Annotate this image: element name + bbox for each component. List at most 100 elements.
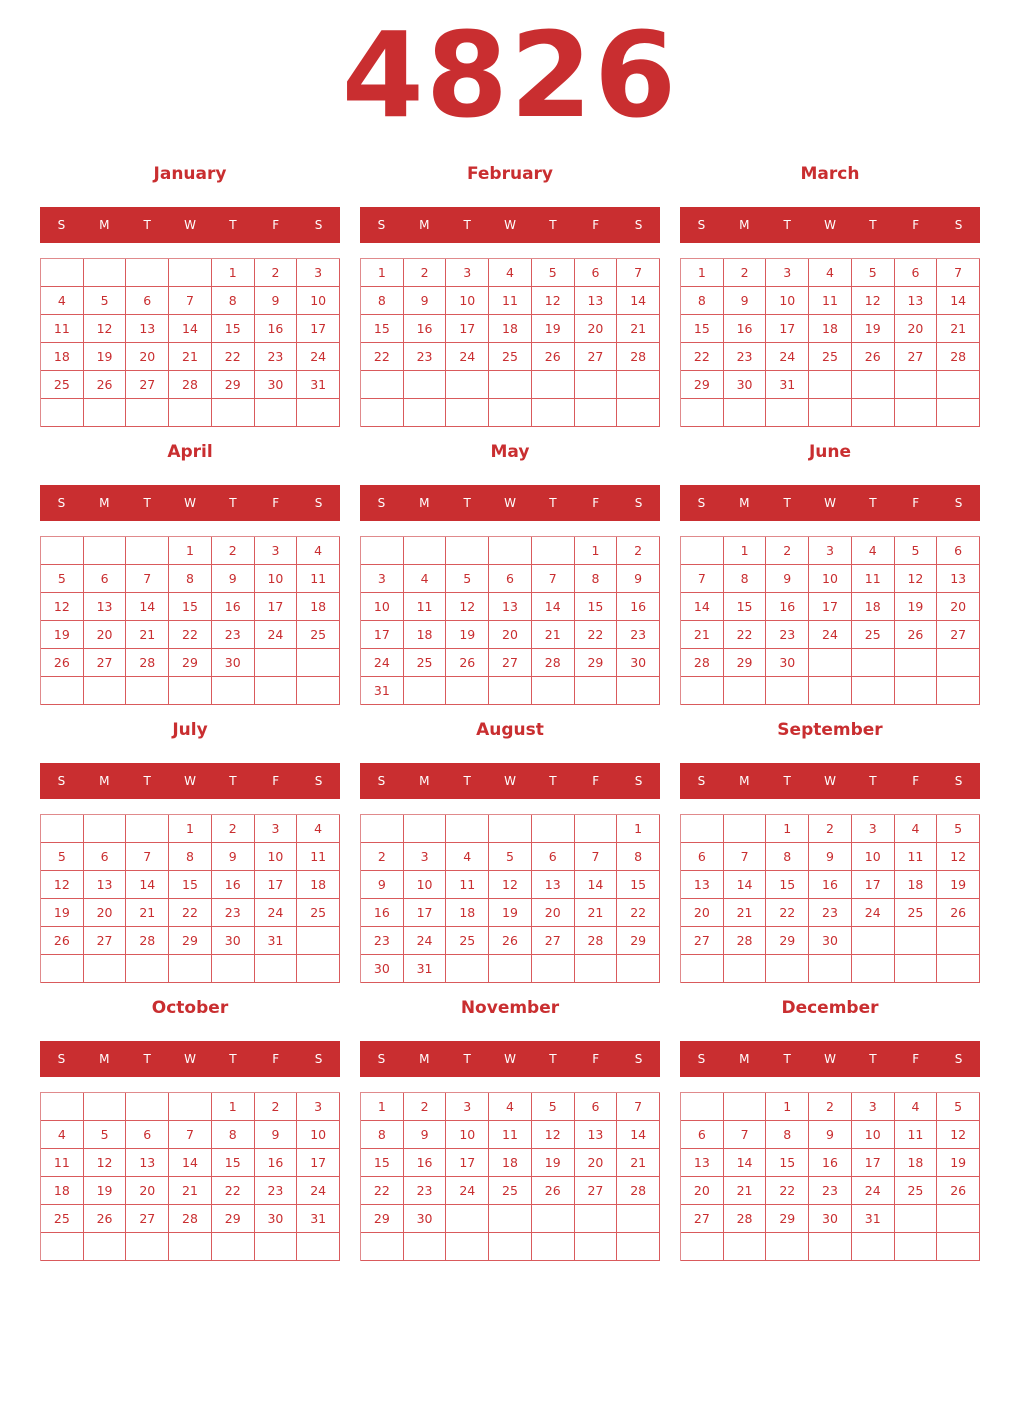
day-cell: 22 [211,343,255,371]
month-name: June [808,442,852,462]
month-june: June S M T W T F S 1 2 3 4 5 6 7 8 9 10 11 12 13 14 15 16 17 18 19… [680,437,980,705]
day-cell: 22 [211,1177,255,1205]
day-cell: 3 [297,1093,340,1121]
day-grid: 1 2 3 4 5 6 7 8 9 10 11 12 13 14 15 16 17 18 19 20 21 22 23 24 2… [680,814,980,983]
day-cell: 13 [83,871,127,899]
empty-cell [894,399,938,427]
day-cell: 7 [574,843,618,871]
empty-cell [809,677,852,705]
empty-cell [211,955,255,983]
empty-cell [489,677,532,705]
day-cell: 10 [809,565,852,593]
empty-cell [126,677,170,705]
day-cell: 2 [766,537,810,565]
day-cell: 6 [126,1121,170,1149]
day-cell: 24 [766,343,810,371]
day-cell: 11 [489,1121,532,1149]
day-cell: 6 [83,565,127,593]
day-cell: 5 [937,815,980,843]
day-cell: 27 [681,927,724,955]
empty-cell [531,815,575,843]
day-cell: 7 [617,259,660,287]
day-cell: 12 [851,287,895,315]
empty-cell [361,1233,404,1261]
weekday-label: T [143,218,151,232]
weekday-label: W [184,218,196,232]
empty-cell [361,371,404,399]
day-cell: 26 [531,1177,575,1205]
empty-cell [574,677,618,705]
day-cell: 3 [851,1093,895,1121]
weekday-label: W [184,496,196,510]
empty-cell [766,1233,810,1261]
day-cell: 13 [681,871,724,899]
day-cell: 30 [766,649,810,677]
empty-cell [723,399,767,427]
empty-cell [723,677,767,705]
day-cell: 20 [574,1149,618,1177]
empty-cell [126,1093,170,1121]
day-cell: 17 [297,1149,340,1177]
day-cell: 31 [361,677,404,705]
day-cell: 3 [297,259,340,287]
month-name: December [781,998,879,1018]
weekday-label: F [592,774,600,788]
day-cell: 26 [894,621,938,649]
day-cell: 6 [894,259,938,287]
empty-cell [83,1093,127,1121]
empty-cell [126,955,170,983]
weekday-label: M [739,774,750,788]
weekday-label: T [143,496,151,510]
day-cell: 23 [254,343,298,371]
day-cell: 16 [211,871,255,899]
empty-cell [297,1233,340,1261]
weekday-label: W [504,1052,516,1066]
day-cell: 3 [446,1093,490,1121]
day-cell: 19 [83,343,127,371]
day-grid: 1 2 3 4 5 6 7 8 9 10 11 12 13 14 15 16 17 18 19 20 21 22 23 24 2… [680,1092,980,1261]
day-cell: 12 [937,843,980,871]
weekday-label: T [783,774,791,788]
weekday-label: S [697,496,706,510]
day-cell: 5 [937,1093,980,1121]
empty-cell [403,399,447,427]
day-cell: 24 [297,343,340,371]
day-cell: 10 [254,565,298,593]
day-cell: 18 [894,1149,938,1177]
empty-cell [681,677,724,705]
day-cell: 29 [169,649,212,677]
day-cell: 27 [126,371,170,399]
day-cell: 4 [809,259,852,287]
day-cell: 3 [361,565,404,593]
day-cell: 13 [489,593,532,621]
weekday-label: F [592,218,600,232]
weekday-label: S [697,218,706,232]
empty-cell [169,1233,212,1261]
weekday-label: T [549,774,557,788]
month-may: May S M T W T F S 1 2 3 4 5 6 7 8 9 10 11 12 13 14 15 16 17 18 19 2… [360,437,660,705]
empty-cell [574,399,618,427]
day-cell: 30 [403,1205,447,1233]
day-cell: 10 [403,871,447,899]
day-cell: 20 [83,621,127,649]
month-february: February S M T W T F S 1 2 3 4 5 6 7 8 9 10 11 12 13 14 15 16 17… [360,159,660,427]
empty-cell [83,955,127,983]
day-cell: 30 [361,955,404,983]
month-november: November S M T W T F S 1 2 3 4 5 6 7 8 9 10 11 12 13 14 15 16 17… [360,993,660,1261]
day-cell: 6 [489,565,532,593]
empty-cell [809,649,852,677]
empty-cell [41,1093,84,1121]
empty-cell [297,649,340,677]
weekday-label: S [634,1052,643,1066]
day-cell: 7 [617,1093,660,1121]
day-cell: 21 [723,1177,767,1205]
day-cell: 31 [297,1205,340,1233]
day-cell: 16 [403,315,447,343]
day-cell: 1 [169,537,212,565]
day-cell: 4 [446,843,490,871]
day-cell: 27 [83,649,127,677]
